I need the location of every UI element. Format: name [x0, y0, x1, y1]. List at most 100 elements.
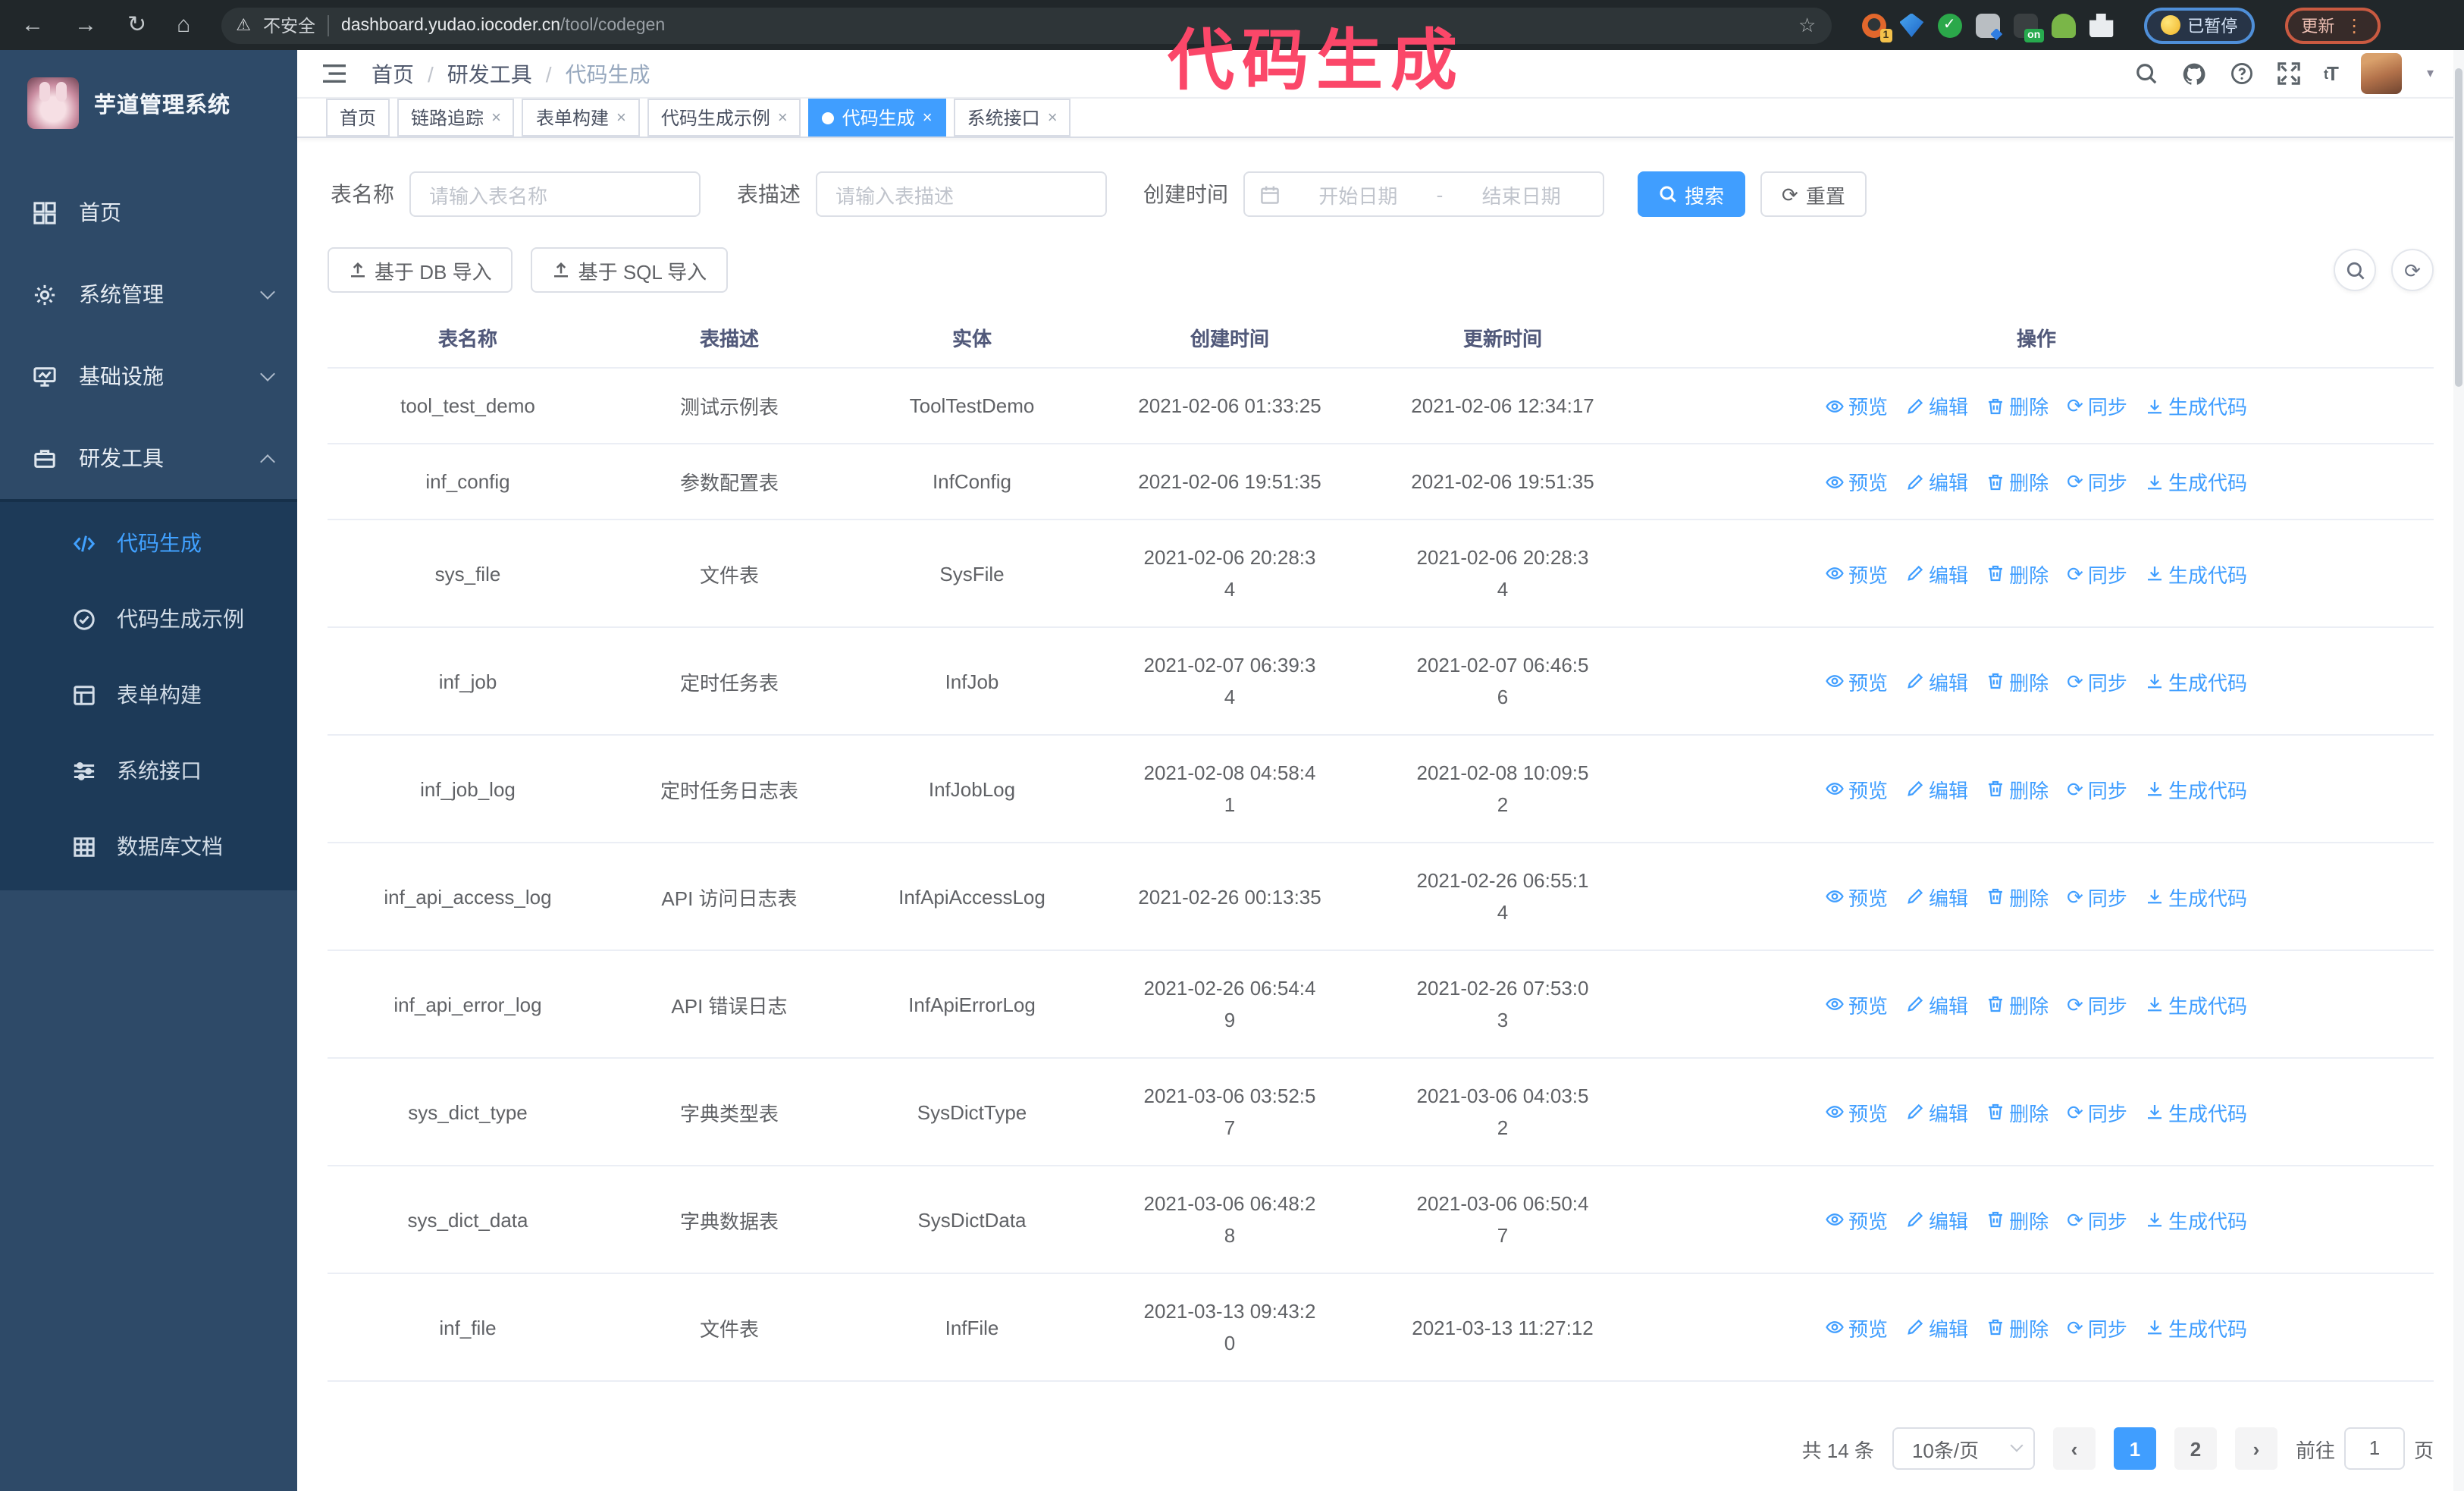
- close-icon[interactable]: ×: [616, 108, 626, 127]
- extension-icon[interactable]: 1: [1861, 13, 1892, 42]
- extension-icon[interactable]: on: [2013, 13, 2044, 42]
- generate-code-link[interactable]: 生成代码: [2146, 990, 2247, 1019]
- preview-link[interactable]: 预览: [1826, 559, 1888, 588]
- generate-code-link[interactable]: 生成代码: [2146, 1313, 2247, 1342]
- delete-link[interactable]: 删除: [1986, 467, 2049, 496]
- generate-code-link[interactable]: 生成代码: [2146, 467, 2247, 496]
- sidebar-item-infra[interactable]: 基础设施: [0, 335, 297, 417]
- edit-link[interactable]: 编辑: [1906, 559, 1968, 588]
- preview-link[interactable]: 预览: [1826, 1097, 1888, 1126]
- db-import-button[interactable]: 基于 DB 导入: [328, 247, 513, 293]
- edit-link[interactable]: 编辑: [1906, 774, 1968, 803]
- preview-link[interactable]: 预览: [1826, 391, 1888, 420]
- sidebar-item-system-api[interactable]: 系统接口: [0, 733, 297, 808]
- edit-link[interactable]: 编辑: [1906, 990, 1968, 1019]
- table-name-input[interactable]: 请输入表名称: [409, 171, 701, 217]
- puzzle-extensions-icon[interactable]: [2089, 13, 2114, 37]
- delete-link[interactable]: 删除: [1986, 667, 2049, 695]
- bookmark-star-icon[interactable]: ☆: [1798, 13, 1817, 36]
- breadcrumb-devtools[interactable]: 研发工具: [447, 61, 532, 86]
- delete-link[interactable]: 删除: [1986, 391, 2049, 420]
- extension-icon[interactable]: [1975, 13, 2000, 37]
- logo-row[interactable]: 芋道管理系统: [0, 50, 297, 150]
- generate-code-link[interactable]: 生成代码: [2146, 667, 2247, 695]
- close-icon[interactable]: ×: [1047, 108, 1058, 127]
- breadcrumb-home[interactable]: 首页: [371, 61, 414, 86]
- scrollbar-thumb[interactable]: [2455, 68, 2462, 387]
- goto-page-input[interactable]: 1: [2343, 1427, 2405, 1470]
- generate-code-link[interactable]: 生成代码: [2146, 882, 2247, 911]
- fullscreen-icon[interactable]: [2277, 62, 2299, 85]
- edit-link[interactable]: 编辑: [1906, 467, 1968, 496]
- sidebar-item-codegen[interactable]: 代码生成: [0, 505, 297, 581]
- sidebar-item-db-doc[interactable]: 数据库文档: [0, 808, 297, 884]
- browser-update-button[interactable]: 更新 ⋮: [2284, 7, 2381, 43]
- tab-codegen[interactable]: 代码生成 ×: [808, 99, 946, 137]
- edit-link[interactable]: 编辑: [1906, 1097, 1968, 1126]
- sync-link[interactable]: ⟳ 同步: [2067, 1100, 2127, 1125]
- reload-icon[interactable]: ↻: [127, 12, 147, 38]
- delete-link[interactable]: 删除: [1986, 1313, 2049, 1342]
- close-icon[interactable]: ×: [491, 108, 501, 127]
- close-icon[interactable]: ×: [922, 108, 933, 127]
- sync-link[interactable]: ⟳ 同步: [2067, 394, 2127, 419]
- sidebar-item-codegen-example[interactable]: 代码生成示例: [0, 581, 297, 657]
- edit-link[interactable]: 编辑: [1906, 1205, 1968, 1234]
- generate-code-link[interactable]: 生成代码: [2146, 774, 2247, 803]
- generate-code-link[interactable]: 生成代码: [2146, 1205, 2247, 1234]
- search-icon[interactable]: [2134, 62, 2157, 85]
- edit-link[interactable]: 编辑: [1906, 1313, 1968, 1342]
- edit-link[interactable]: 编辑: [1906, 391, 1968, 420]
- menu-kebab-icon[interactable]: ⋮: [2345, 14, 2364, 36]
- preview-link[interactable]: 预览: [1826, 467, 1888, 496]
- edit-link[interactable]: 编辑: [1906, 667, 1968, 695]
- tab-system-api[interactable]: 系统接口 ×: [953, 99, 1071, 137]
- prev-page-button[interactable]: ‹: [2052, 1427, 2096, 1470]
- tab-home[interactable]: 首页: [326, 99, 390, 137]
- sync-link[interactable]: ⟳ 同步: [2067, 1316, 2127, 1340]
- delete-link[interactable]: 删除: [1986, 990, 2049, 1019]
- github-icon[interactable]: [2181, 61, 2205, 86]
- table-desc-input[interactable]: 请输入表描述: [816, 171, 1107, 217]
- tab-codegen-example[interactable]: 代码生成示例 ×: [647, 99, 801, 137]
- window-scrollbar[interactable]: [2453, 50, 2464, 1491]
- delete-link[interactable]: 删除: [1986, 1205, 2049, 1234]
- forward-icon[interactable]: →: [74, 12, 97, 38]
- page-button-2[interactable]: 2: [2174, 1427, 2217, 1470]
- page-size-select[interactable]: 10条/页: [1892, 1427, 2035, 1470]
- preview-link[interactable]: 预览: [1826, 990, 1888, 1019]
- delete-link[interactable]: 删除: [1986, 559, 2049, 588]
- extension-icon[interactable]: [2051, 13, 2076, 37]
- sync-link[interactable]: ⟳ 同步: [2067, 670, 2127, 694]
- preview-link[interactable]: 预览: [1826, 1205, 1888, 1234]
- sync-link[interactable]: ⟳ 同步: [2067, 885, 2127, 909]
- search-button[interactable]: 搜索: [1638, 171, 1746, 217]
- tab-form-builder[interactable]: 表单构建 ×: [522, 99, 640, 137]
- toggle-search-button[interactable]: [2334, 249, 2376, 291]
- delete-link[interactable]: 删除: [1986, 1097, 2049, 1126]
- tab-tracing[interactable]: 链路追踪 ×: [397, 99, 515, 137]
- preview-link[interactable]: 预览: [1826, 774, 1888, 803]
- delete-link[interactable]: 删除: [1986, 774, 2049, 803]
- sidebar-item-devtools[interactable]: 研发工具: [0, 417, 297, 499]
- extension-icon[interactable]: [1899, 13, 1924, 37]
- close-icon[interactable]: ×: [777, 108, 788, 127]
- date-range-picker[interactable]: 开始日期 - 结束日期: [1243, 171, 1604, 217]
- sidebar-item-form-builder[interactable]: 表单构建: [0, 657, 297, 733]
- sync-link[interactable]: ⟳ 同步: [2067, 562, 2127, 586]
- generate-code-link[interactable]: 生成代码: [2146, 1097, 2247, 1126]
- edit-link[interactable]: 编辑: [1906, 882, 1968, 911]
- sidebar-item-system[interactable]: 系统管理: [0, 253, 297, 335]
- sql-import-button[interactable]: 基于 SQL 导入: [531, 247, 729, 293]
- profile-paused-pill[interactable]: 已暂停: [2143, 7, 2255, 43]
- preview-link[interactable]: 预览: [1826, 667, 1888, 695]
- preview-link[interactable]: 预览: [1826, 1313, 1888, 1342]
- vue-devtools-icon[interactable]: ✓: [1937, 13, 1962, 37]
- preview-link[interactable]: 预览: [1826, 882, 1888, 911]
- delete-link[interactable]: 删除: [1986, 882, 2049, 911]
- next-page-button[interactable]: ›: [2234, 1427, 2277, 1470]
- sync-link[interactable]: ⟳ 同步: [2067, 1208, 2127, 1232]
- generate-code-link[interactable]: 生成代码: [2146, 559, 2247, 588]
- sync-link[interactable]: ⟳ 同步: [2067, 470, 2127, 494]
